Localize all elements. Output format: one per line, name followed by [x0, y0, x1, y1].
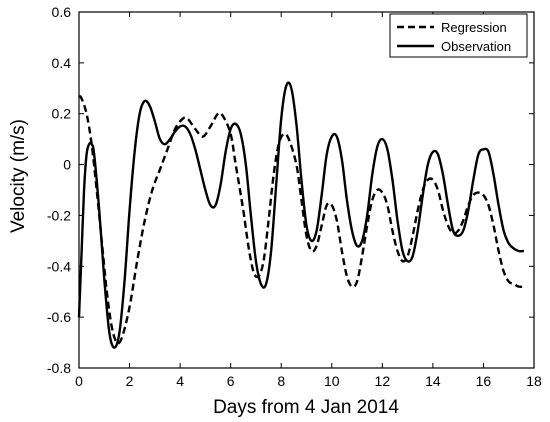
x-tick-label: 12 — [375, 373, 391, 389]
y-tick-label: -0.8 — [47, 360, 71, 376]
legend: Regression Observation — [389, 13, 528, 58]
y-tick-label: 0.4 — [52, 55, 72, 71]
series-layer — [77, 81, 524, 349]
y-tick-label: -0.2 — [47, 207, 71, 223]
x-tick-label: 14 — [425, 373, 441, 389]
x-tick-label: 16 — [476, 373, 492, 389]
y-tick-label: 0 — [63, 157, 71, 173]
x-axis-label: Days from 4 Jan 2014 — [213, 397, 399, 418]
series-line-observation — [77, 81, 524, 349]
x-tick-label: 0 — [75, 373, 83, 389]
y-axis-ticks: -0.8 -0.6 -0.4 -0.2 0 0.2 0.4 0.6 — [47, 4, 534, 376]
x-tick-label: 10 — [324, 373, 340, 389]
x-tick-label: 2 — [126, 373, 134, 389]
x-tick-label: 6 — [227, 373, 235, 389]
x-tick-label: 8 — [277, 373, 285, 389]
y-tick-label: -0.4 — [47, 258, 71, 274]
y-tick-label: 0.6 — [52, 4, 72, 20]
y-tick-label: 0.2 — [52, 106, 72, 122]
legend-observation-label: Observation — [441, 39, 511, 54]
x-tick-label: 4 — [176, 373, 184, 389]
legend-regression-label: Regression — [441, 20, 507, 35]
y-axis-label: Velocity (m/s) — [8, 119, 29, 233]
series-line-regression — [78, 94, 524, 345]
plot-frame — [78, 11, 535, 369]
y-tick-label: -0.6 — [47, 309, 71, 325]
x-axis-ticks: 0 2 4 6 8 10 12 14 16 18 — [75, 12, 542, 389]
x-tick-label: 18 — [526, 373, 542, 389]
legend-box — [389, 13, 528, 58]
